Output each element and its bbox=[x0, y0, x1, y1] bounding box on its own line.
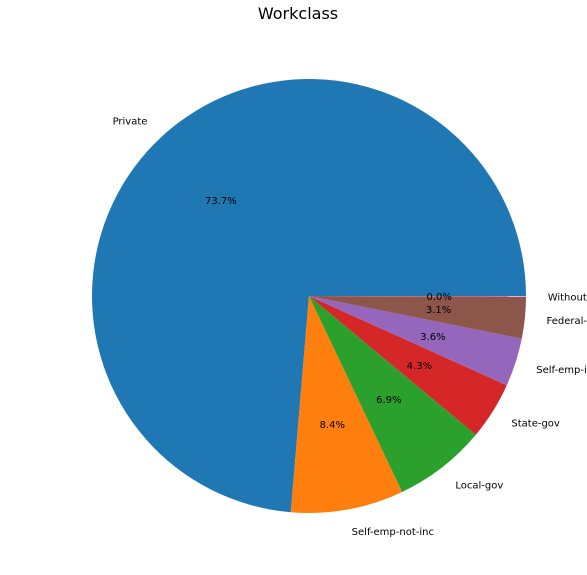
pie-slice-self-emp-not-inc bbox=[290, 296, 403, 513]
pct-label-self-emp-not-inc: 8.4% bbox=[320, 420, 345, 431]
pie-slice-self-emp-inc bbox=[309, 296, 522, 386]
pct-label-state-gov: 4.3% bbox=[407, 361, 432, 372]
pct-label-local-gov: 6.9% bbox=[376, 395, 401, 406]
slice-label-self-emp-not-inc: Self-emp-not-inc bbox=[352, 527, 434, 538]
slice-label-self-emp-inc: Self-emp-inc bbox=[536, 365, 587, 376]
slice-label-without-pay: Without-pay bbox=[548, 292, 587, 303]
pct-label-without-pay: 0.0% bbox=[426, 292, 451, 303]
slice-label-federal-gov: Federal-gov bbox=[546, 316, 587, 327]
pie-slice-state-gov bbox=[309, 296, 507, 435]
pie-slice-local-gov bbox=[309, 296, 476, 493]
pct-label-self-emp-inc: 3.6% bbox=[420, 332, 445, 343]
pct-label-federal-gov: 3.1% bbox=[426, 305, 451, 316]
slice-label-state-gov: State-gov bbox=[511, 419, 560, 430]
slice-label-private: Private bbox=[113, 116, 148, 127]
pie-slice-federal-gov bbox=[309, 296, 526, 339]
pie-slices bbox=[91, 78, 526, 513]
pct-label-private: 73.7% bbox=[205, 196, 237, 207]
pie-labels: Private 73.7% Self-emp-not-inc 8.4% Local-go… bbox=[113, 116, 587, 538]
pie-slice-private bbox=[91, 78, 526, 513]
slice-label-local-gov: Local-gov bbox=[455, 481, 503, 492]
pie-slice-without-pay bbox=[309, 296, 526, 297]
chart-title: Workclass bbox=[258, 4, 338, 23]
